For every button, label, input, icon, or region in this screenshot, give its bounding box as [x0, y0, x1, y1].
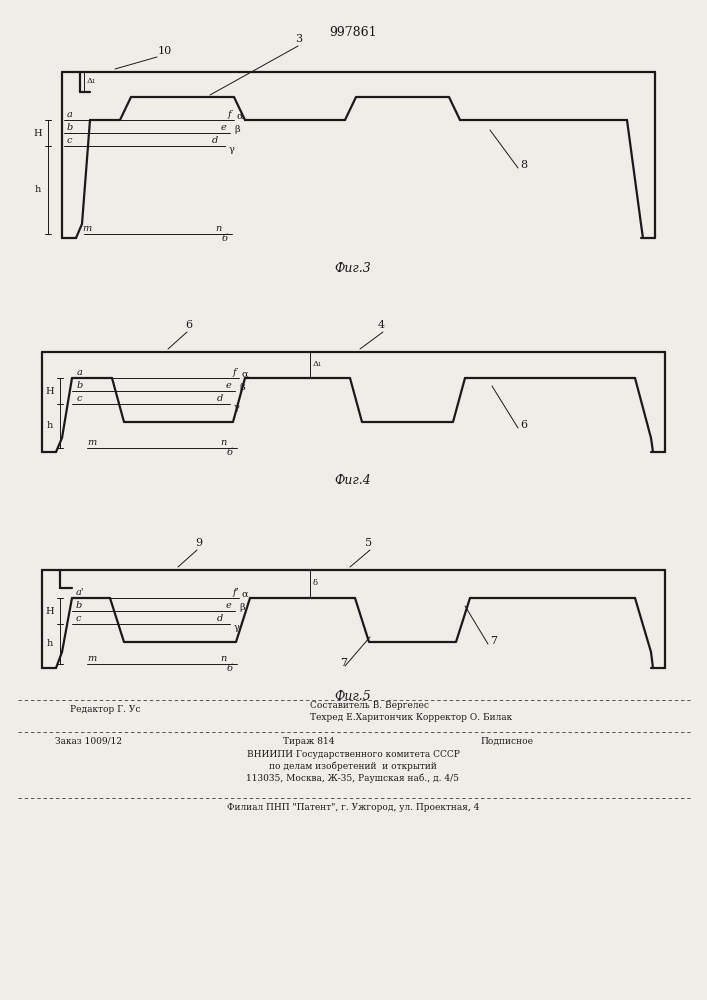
- Text: 3: 3: [295, 34, 302, 44]
- Text: n: n: [220, 438, 226, 447]
- Text: b: b: [67, 123, 74, 132]
- Text: 7: 7: [340, 658, 347, 668]
- Text: Фиг.3: Фиг.3: [334, 261, 371, 274]
- Text: Фиг.4: Фиг.4: [334, 474, 371, 487]
- Text: d: d: [217, 614, 223, 623]
- Text: Подписное: Подписное: [480, 737, 533, 746]
- Text: c: c: [77, 394, 83, 403]
- Text: Заказ 1009/12: Заказ 1009/12: [55, 737, 122, 746]
- Text: 113035, Москва, Ж-35, Раушская наб., д. 4/5: 113035, Москва, Ж-35, Раушская наб., д. …: [247, 774, 460, 783]
- Text: e: e: [221, 123, 227, 132]
- Text: 997861: 997861: [329, 26, 377, 39]
- Text: d: d: [212, 136, 218, 145]
- Text: H: H: [46, 606, 54, 615]
- Text: α: α: [242, 590, 249, 599]
- Text: 7: 7: [490, 636, 497, 646]
- Text: f: f: [233, 368, 237, 377]
- Text: Тираж 814: Тираж 814: [283, 737, 334, 746]
- Text: 6: 6: [185, 320, 192, 330]
- Text: m: m: [87, 438, 96, 447]
- Text: 10: 10: [158, 46, 173, 56]
- Text: c: c: [67, 136, 73, 145]
- Text: 8: 8: [520, 160, 527, 170]
- Text: h: h: [47, 640, 53, 648]
- Text: m: m: [87, 654, 96, 663]
- Text: β: β: [239, 383, 245, 392]
- Text: γ: γ: [229, 145, 235, 154]
- Text: b: b: [77, 381, 83, 390]
- Text: б: б: [222, 234, 228, 243]
- Text: c: c: [76, 614, 81, 623]
- Text: a: a: [67, 110, 73, 119]
- Text: e: e: [226, 601, 232, 610]
- Text: Редактор Г. Ус: Редактор Г. Ус: [70, 705, 141, 714]
- Text: ВНИИПИ Государственного комитета СССР: ВНИИПИ Государственного комитета СССР: [247, 750, 460, 759]
- Text: 4: 4: [378, 320, 385, 330]
- Text: Составитель В. Вергелес: Составитель В. Вергелес: [310, 701, 429, 710]
- Text: 5: 5: [365, 538, 372, 548]
- Text: a': a': [76, 588, 85, 597]
- Text: d: d: [217, 394, 223, 403]
- Text: β: β: [239, 603, 245, 612]
- Text: e: e: [226, 381, 232, 390]
- Text: 6: 6: [520, 420, 527, 430]
- Text: γ: γ: [234, 403, 240, 412]
- Text: б: б: [227, 664, 233, 673]
- Text: Техред Е.Харитончик Корректор О. Билак: Техред Е.Харитончик Корректор О. Билак: [310, 713, 512, 722]
- Text: Филиал ПНП "Патент", г. Ужгород, ул. Проектная, 4: Филиал ПНП "Патент", г. Ужгород, ул. Про…: [227, 803, 479, 812]
- Text: f': f': [233, 588, 239, 597]
- Text: 9: 9: [195, 538, 202, 548]
- Text: h: h: [35, 186, 41, 194]
- Text: f: f: [228, 110, 232, 119]
- Text: H: H: [46, 386, 54, 395]
- Text: Δ₁: Δ₁: [87, 77, 96, 85]
- Text: γ: γ: [234, 623, 240, 632]
- Text: α: α: [237, 112, 244, 121]
- Text: a: a: [77, 368, 83, 377]
- Text: b: b: [76, 601, 82, 610]
- Text: α: α: [242, 370, 249, 379]
- Text: Фиг.5: Фиг.5: [334, 690, 371, 702]
- Text: β: β: [234, 125, 240, 134]
- Text: H: H: [34, 128, 42, 137]
- Text: Δ₁: Δ₁: [313, 360, 322, 368]
- Text: h: h: [47, 422, 53, 430]
- Text: по делам изобретений  и открытий: по делам изобретений и открытий: [269, 762, 437, 771]
- Text: n: n: [215, 224, 221, 233]
- Text: δ: δ: [313, 579, 318, 587]
- Text: б: б: [227, 448, 233, 457]
- Text: n: n: [220, 654, 226, 663]
- Text: m: m: [82, 224, 91, 233]
